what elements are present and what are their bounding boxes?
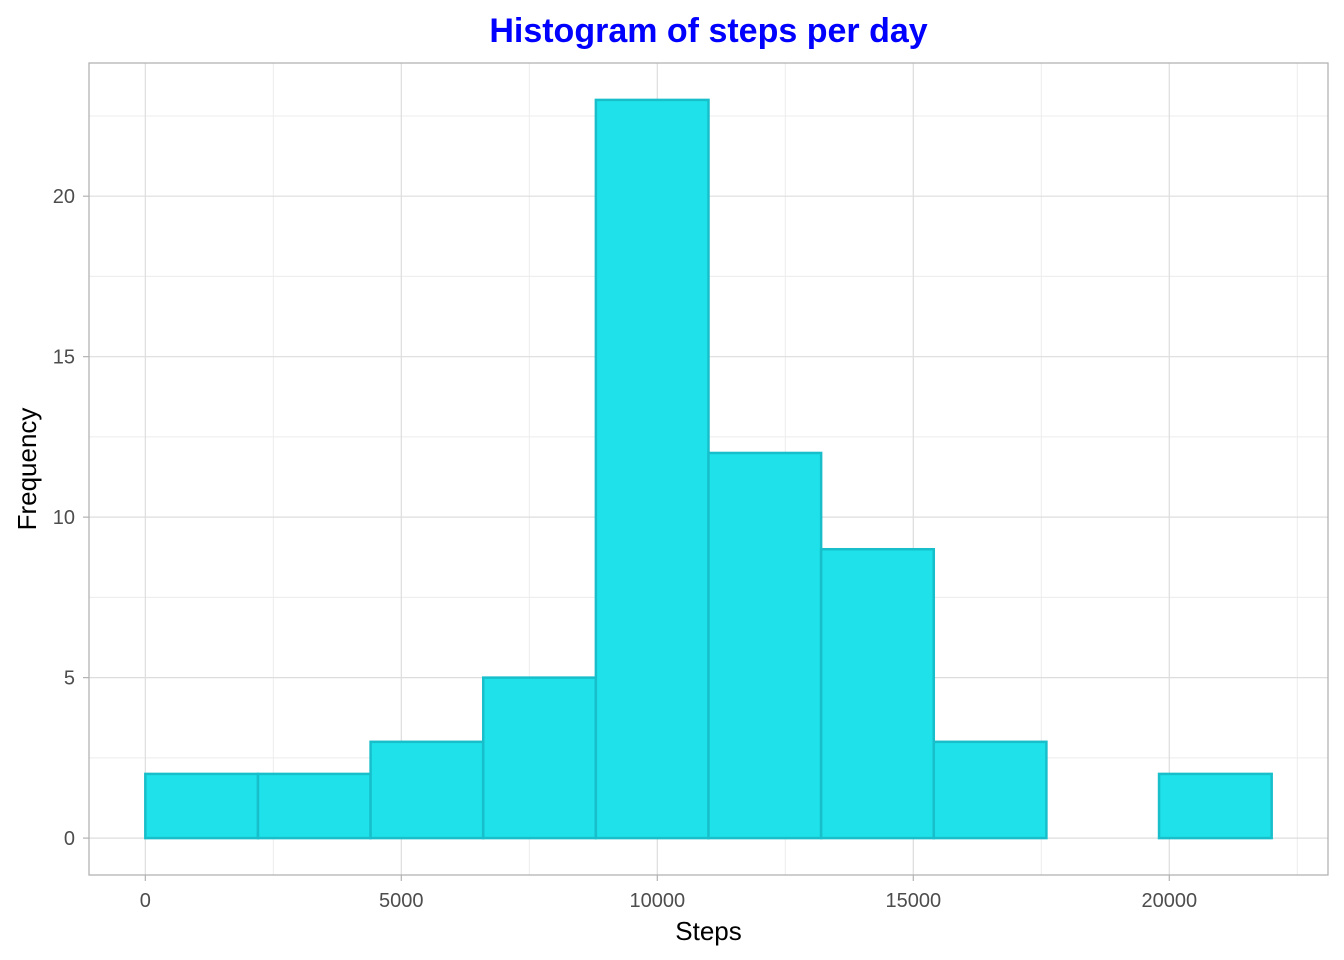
y-tick-label: 5 (64, 668, 75, 690)
histogram-bar (1157, 772, 1273, 840)
histogram-bar (932, 740, 1048, 840)
y-axis-title: Frequency (12, 408, 42, 531)
x-tick-label: 20000 (1141, 890, 1197, 912)
histogram-bar (481, 676, 598, 840)
y-tick-label: 20 (53, 186, 75, 208)
x-tick-label: 5000 (379, 890, 424, 912)
x-axis-title: Steps (675, 916, 742, 946)
panel-border (88, 62, 1329, 876)
histogram-bar (144, 772, 260, 840)
histogram-bar (369, 740, 485, 840)
chart-title: Histogram of steps per day (489, 12, 927, 50)
x-tick-label: 15000 (885, 890, 941, 912)
histogram-bar (256, 772, 372, 840)
bars-layer (144, 98, 1273, 840)
histogram-bar (707, 451, 823, 840)
ticks-layer: 0 5000 10000 15000 20000 0 5 10 15 20 (53, 186, 1197, 912)
histogram-bar (819, 547, 936, 840)
y-tick-label: 0 (64, 828, 75, 850)
histogram-bar (594, 98, 710, 840)
x-tick-label: 10000 (629, 890, 685, 912)
y-tick-label: 15 (53, 347, 75, 369)
y-tick-label: 10 (53, 507, 75, 529)
x-tick-label: 0 (140, 890, 151, 912)
